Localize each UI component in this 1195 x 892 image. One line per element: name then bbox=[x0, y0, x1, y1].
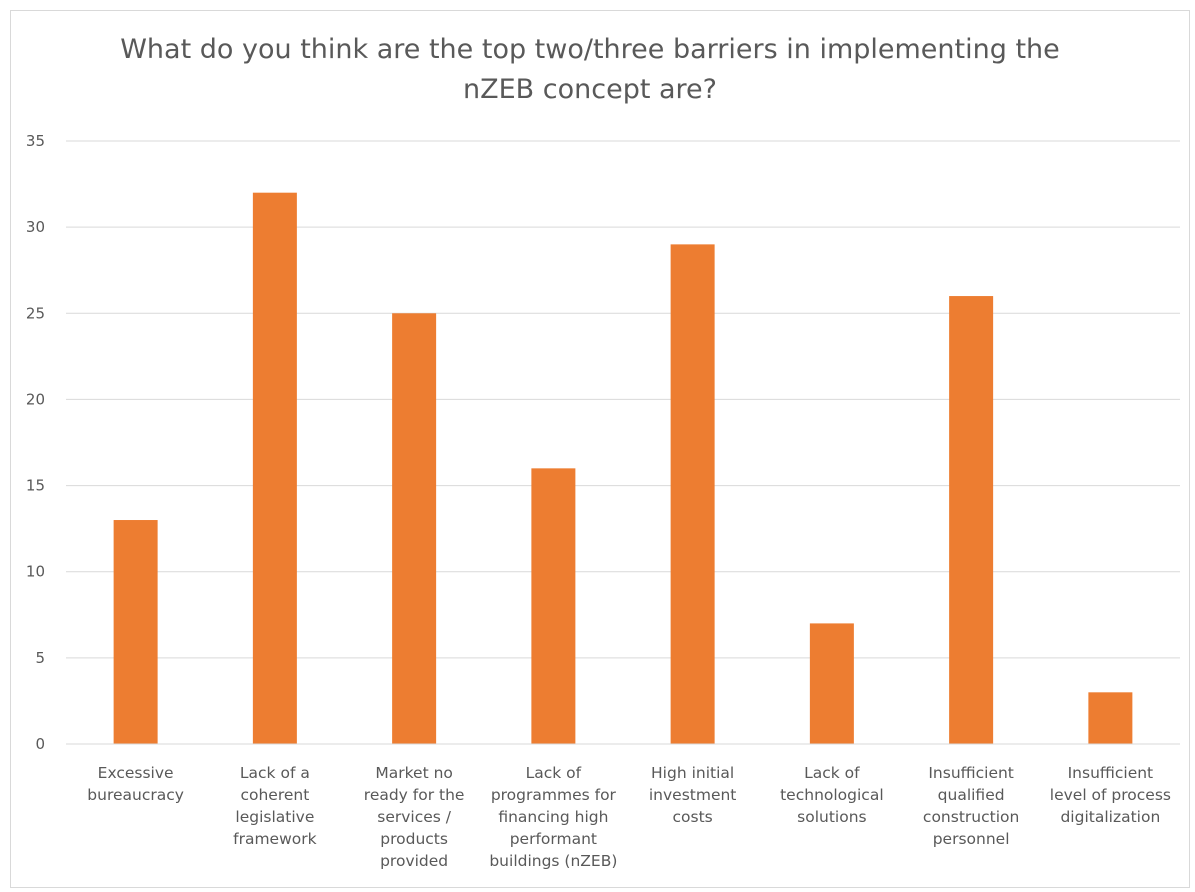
x-category-label-6-line-3: solutions bbox=[797, 808, 866, 826]
x-category-label-5-line-2: investment bbox=[649, 786, 737, 804]
x-category-label-1-line-2: bureaucracy bbox=[87, 786, 184, 804]
x-axis-labels: Excessive bureaucracy Lack of a coherent leg… bbox=[87, 764, 1171, 870]
x-category-label-2: Lack of a coherent legislative framework bbox=[233, 764, 316, 848]
x-category-label-7-line-2: qualified bbox=[938, 786, 1005, 804]
x-category-label-4-line-4: performant bbox=[510, 830, 597, 848]
x-category-label-1-line-1: Excessive bbox=[98, 764, 174, 782]
bar-5 bbox=[670, 244, 715, 744]
x-category-label-6: Lack of technological solutions bbox=[780, 764, 884, 826]
x-category-label-2-line-2: coherent bbox=[240, 786, 309, 804]
x-category-label-5-line-1: High initial bbox=[651, 764, 734, 782]
x-category-label-6-line-2: technological bbox=[780, 786, 884, 804]
x-category-label-3: Market no ready for the services / products… bbox=[364, 764, 465, 870]
y-tick-label-5: 5 bbox=[35, 649, 45, 667]
x-category-label-1: Excessive bureaucracy bbox=[87, 764, 184, 804]
y-tick-label-20: 20 bbox=[26, 390, 45, 408]
x-category-label-4-line-1: Lack of bbox=[526, 764, 582, 782]
x-category-label-3-line-2: ready for the bbox=[364, 786, 465, 804]
chart-title-line-2: nZEB concept are? bbox=[462, 74, 717, 105]
x-category-label-4: Lack of programmes for financing high perfo… bbox=[489, 764, 617, 870]
y-tick-label-15: 15 bbox=[26, 477, 45, 495]
x-category-label-2-line-1: Lack of a bbox=[240, 764, 310, 782]
x-category-label-3-line-1: Market no bbox=[375, 764, 453, 782]
y-tick-label-10: 10 bbox=[26, 563, 45, 581]
bar-3 bbox=[392, 313, 437, 744]
x-category-label-8-line-2: level of process bbox=[1050, 786, 1171, 804]
bar-7 bbox=[949, 296, 994, 744]
x-category-label-8-line-1: Insufficient bbox=[1068, 764, 1154, 782]
x-category-label-3-line-3: services / bbox=[377, 808, 452, 826]
x-category-label-2-line-3: legislative bbox=[235, 808, 314, 826]
bar-1 bbox=[113, 520, 158, 744]
x-category-label-7-line-3: construction bbox=[923, 808, 1019, 826]
y-axis-ticks: 0 5 10 15 20 25 30 35 bbox=[26, 132, 45, 753]
x-category-label-6-line-1: Lack of bbox=[804, 764, 860, 782]
bar-4 bbox=[531, 468, 576, 744]
y-tick-label-35: 35 bbox=[26, 132, 45, 150]
gridlines bbox=[66, 140, 1180, 659]
x-category-label-4-line-5: buildings (nZEB) bbox=[489, 852, 617, 870]
x-category-label-7-line-1: Insufficient bbox=[928, 764, 1014, 782]
x-category-label-8: Insufficient level of process digitalizati… bbox=[1050, 764, 1171, 826]
x-category-label-8-line-3: digitalization bbox=[1060, 808, 1160, 826]
x-category-label-7: Insufficient qualified construction personn… bbox=[923, 764, 1019, 848]
chart-frame bbox=[10, 10, 1190, 888]
x-category-label-2-line-4: framework bbox=[233, 830, 316, 848]
x-category-label-4-line-2: programmes for bbox=[491, 786, 617, 804]
y-tick-label-30: 30 bbox=[26, 218, 45, 236]
x-category-label-5: High initial investment costs bbox=[649, 764, 737, 826]
x-category-label-5-line-3: costs bbox=[673, 808, 713, 826]
bar-8 bbox=[1088, 692, 1133, 744]
bars bbox=[113, 192, 1133, 744]
x-category-label-4-line-3: financing high bbox=[498, 808, 608, 826]
bar-2 bbox=[252, 192, 297, 744]
y-tick-label-25: 25 bbox=[26, 304, 45, 322]
x-category-label-3-line-4: products bbox=[380, 830, 448, 848]
chart-title-line-1: What do you think are the top two/three … bbox=[120, 34, 1060, 65]
x-category-label-3-line-5: provided bbox=[380, 852, 448, 870]
x-category-label-7-line-4: personnel bbox=[933, 830, 1010, 848]
chart-title: What do you think are the top two/three … bbox=[40, 30, 1140, 110]
y-tick-label-0: 0 bbox=[35, 735, 45, 753]
bar-6 bbox=[809, 623, 854, 744]
